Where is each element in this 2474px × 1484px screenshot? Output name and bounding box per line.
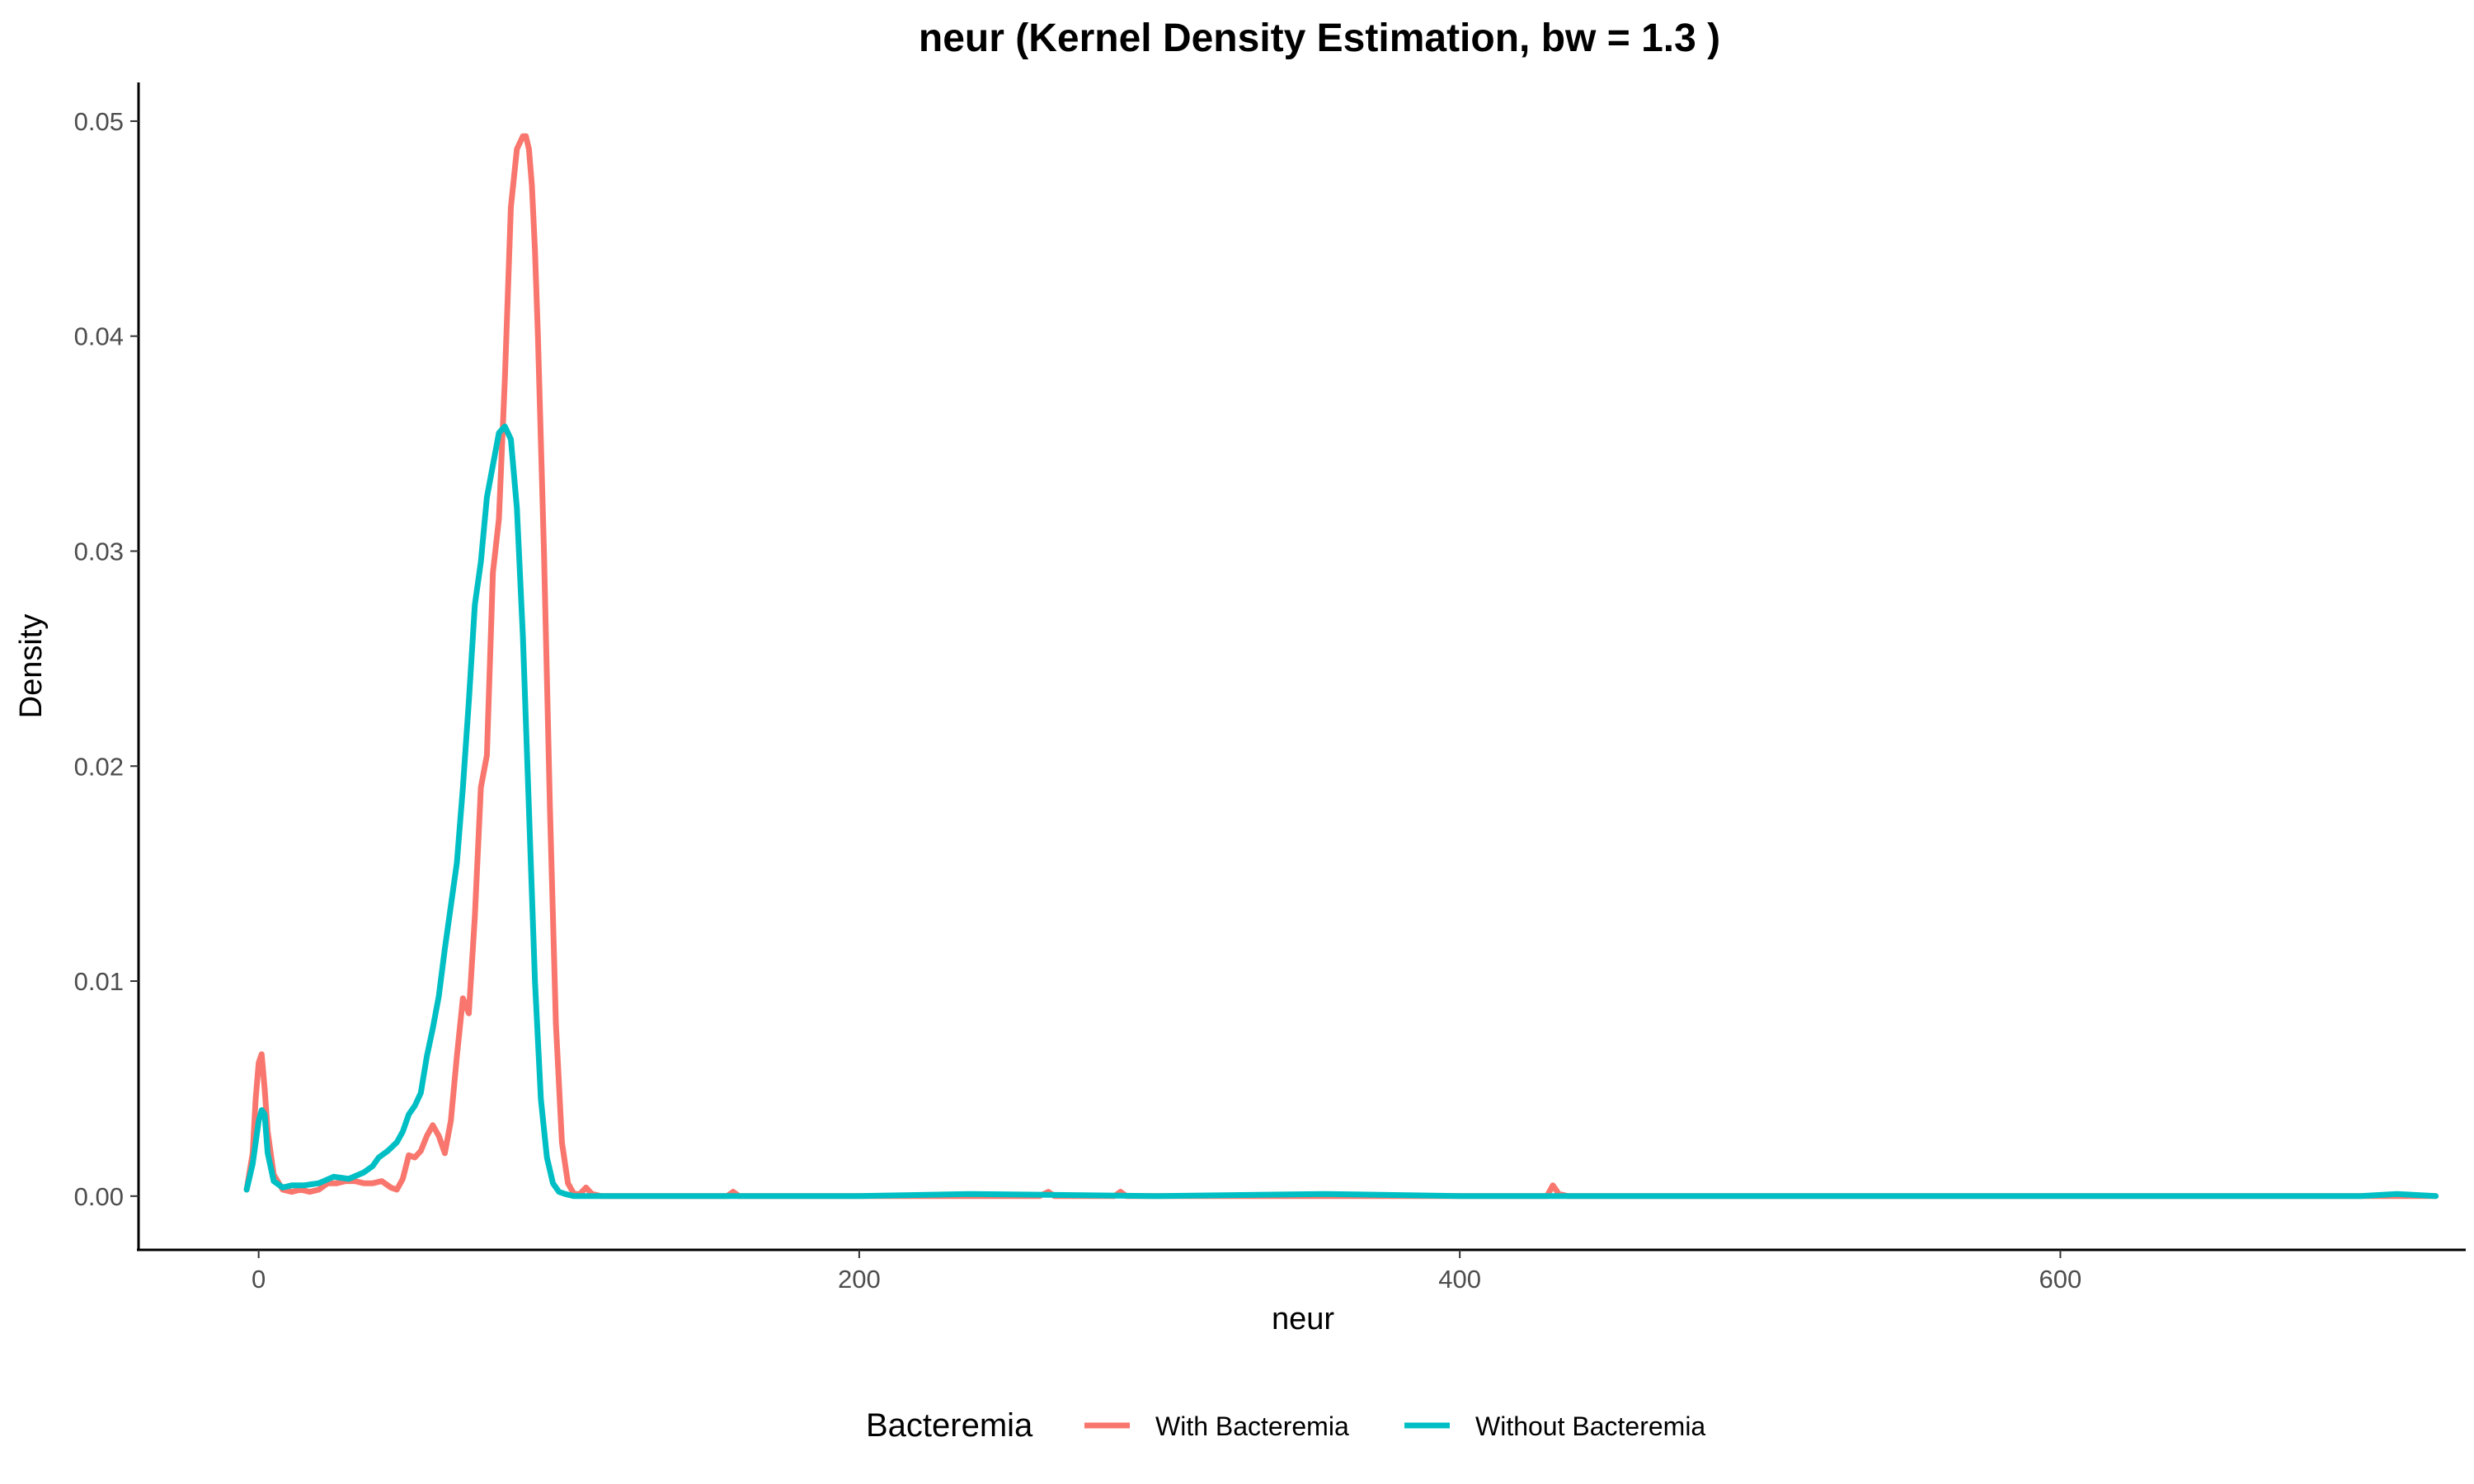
y-tick-label: 0.01 <box>74 967 124 996</box>
legend-label-without-bacteremia: Without Bacteremia <box>1475 1411 1705 1441</box>
legend-title: Bacteremia <box>866 1407 1033 1444</box>
y-tick-label: 0.04 <box>74 322 124 351</box>
x-tick-label: 600 <box>2039 1265 2082 1294</box>
y-axis-ticks: 0.00 0.01 0.02 0.03 0.04 0.05 <box>74 107 139 1211</box>
series-line-without-bacteremia <box>243 423 2439 1200</box>
y-axis-title: Density <box>14 614 49 719</box>
x-axis-title: neur <box>1272 1302 1334 1336</box>
legend: Bacteremia With Bacteremia Without Bacte… <box>866 1407 1705 1444</box>
legend-label-with-bacteremia: With Bacteremia <box>1155 1411 1349 1441</box>
x-tick-label: 200 <box>838 1265 881 1294</box>
series-line-with-bacteremia <box>243 133 2439 1200</box>
x-tick-label: 400 <box>1438 1265 1481 1294</box>
x-axis-ticks: 0 200 400 600 <box>252 1250 2081 1294</box>
x-tick-label: 0 <box>252 1265 266 1294</box>
y-tick-label: 0.00 <box>74 1182 124 1211</box>
y-tick-label: 0.05 <box>74 107 124 136</box>
plot-area <box>243 133 2439 1200</box>
chart-title: neur (Kernel Density Estimation, bw = 1.… <box>919 16 1720 60</box>
y-tick-label: 0.02 <box>74 752 124 781</box>
y-tick-label: 0.03 <box>74 537 124 566</box>
